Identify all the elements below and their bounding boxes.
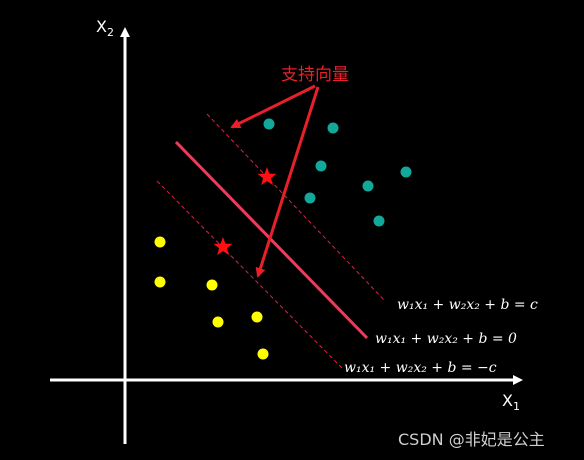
yellow-point — [206, 279, 218, 291]
equation-middle: w₁x₁ + w₂x₂ + b = 0 — [375, 331, 517, 347]
teal-point — [400, 166, 412, 178]
y-axis-label-main: X — [96, 17, 107, 36]
teal-class-points — [263, 118, 412, 227]
y-axis-label: X2 — [96, 17, 114, 39]
equation-lower: w₁x₁ + w₂x₂ + b = −c — [344, 360, 497, 376]
yellow-class-points — [154, 236, 269, 360]
yellow-point — [251, 311, 263, 323]
lower-margin-line — [156, 180, 343, 369]
yellow-point — [154, 276, 166, 288]
teal-point — [362, 180, 374, 192]
x-axis-label-sub: 1 — [513, 400, 520, 413]
watermark: CSDN @非妃是公主 — [398, 430, 545, 449]
teal-point — [304, 192, 316, 204]
yellow-point — [212, 316, 224, 328]
annotation-arrow-upper — [230, 84, 316, 129]
y-axis-label-sub: 2 — [107, 26, 114, 39]
separating-hyperplane — [174, 140, 369, 340]
support-vector-label: 支持向量 — [281, 65, 349, 85]
annotation-arrow-lower — [255, 86, 320, 278]
support-vector-star — [257, 167, 277, 186]
teal-point — [327, 122, 339, 134]
teal-point — [315, 160, 327, 172]
equation-upper: w₁x₁ + w₂x₂ + b = c — [397, 297, 538, 313]
x-axis-label: X1 — [502, 391, 520, 413]
upper-margin-line — [206, 113, 386, 302]
support-vector-star — [213, 237, 233, 256]
yellow-point — [257, 348, 269, 360]
x-axis-label-main: X — [502, 391, 513, 410]
teal-point — [373, 215, 385, 227]
yellow-point — [154, 236, 166, 248]
teal-point — [263, 118, 275, 130]
